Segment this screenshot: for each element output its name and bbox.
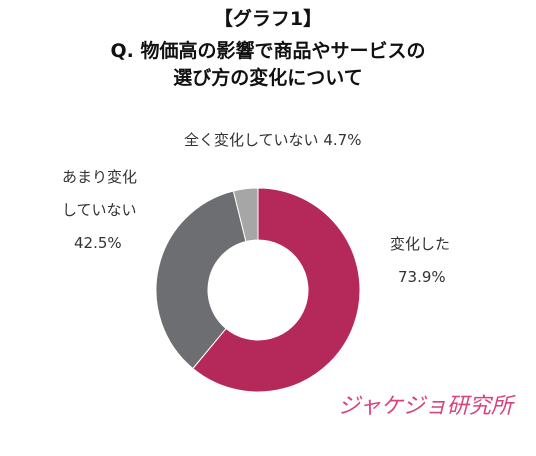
donut-slice [155, 190, 247, 370]
chart-subtitle: Q. 物価高の影響で商品やサービスの [110, 40, 426, 62]
value-label: 42.5% [74, 234, 122, 252]
chart-title: 【グラフ1】 [213, 8, 323, 30]
category-text: 全く変化していない [184, 131, 319, 149]
value-label: 4.7% [323, 131, 362, 149]
value-label: 73.9% [398, 268, 446, 286]
category-label: 変化した [390, 235, 451, 253]
donut-slice [192, 187, 361, 393]
logo: ジャケジョ研究所 [338, 394, 513, 419]
chart-subtitle: 選び方の変化について [173, 67, 363, 89]
category-label: 全く変化していない 4.7% [184, 124, 361, 157]
category-label: あまり変化していない [62, 168, 138, 219]
donut-slice [232, 187, 259, 243]
